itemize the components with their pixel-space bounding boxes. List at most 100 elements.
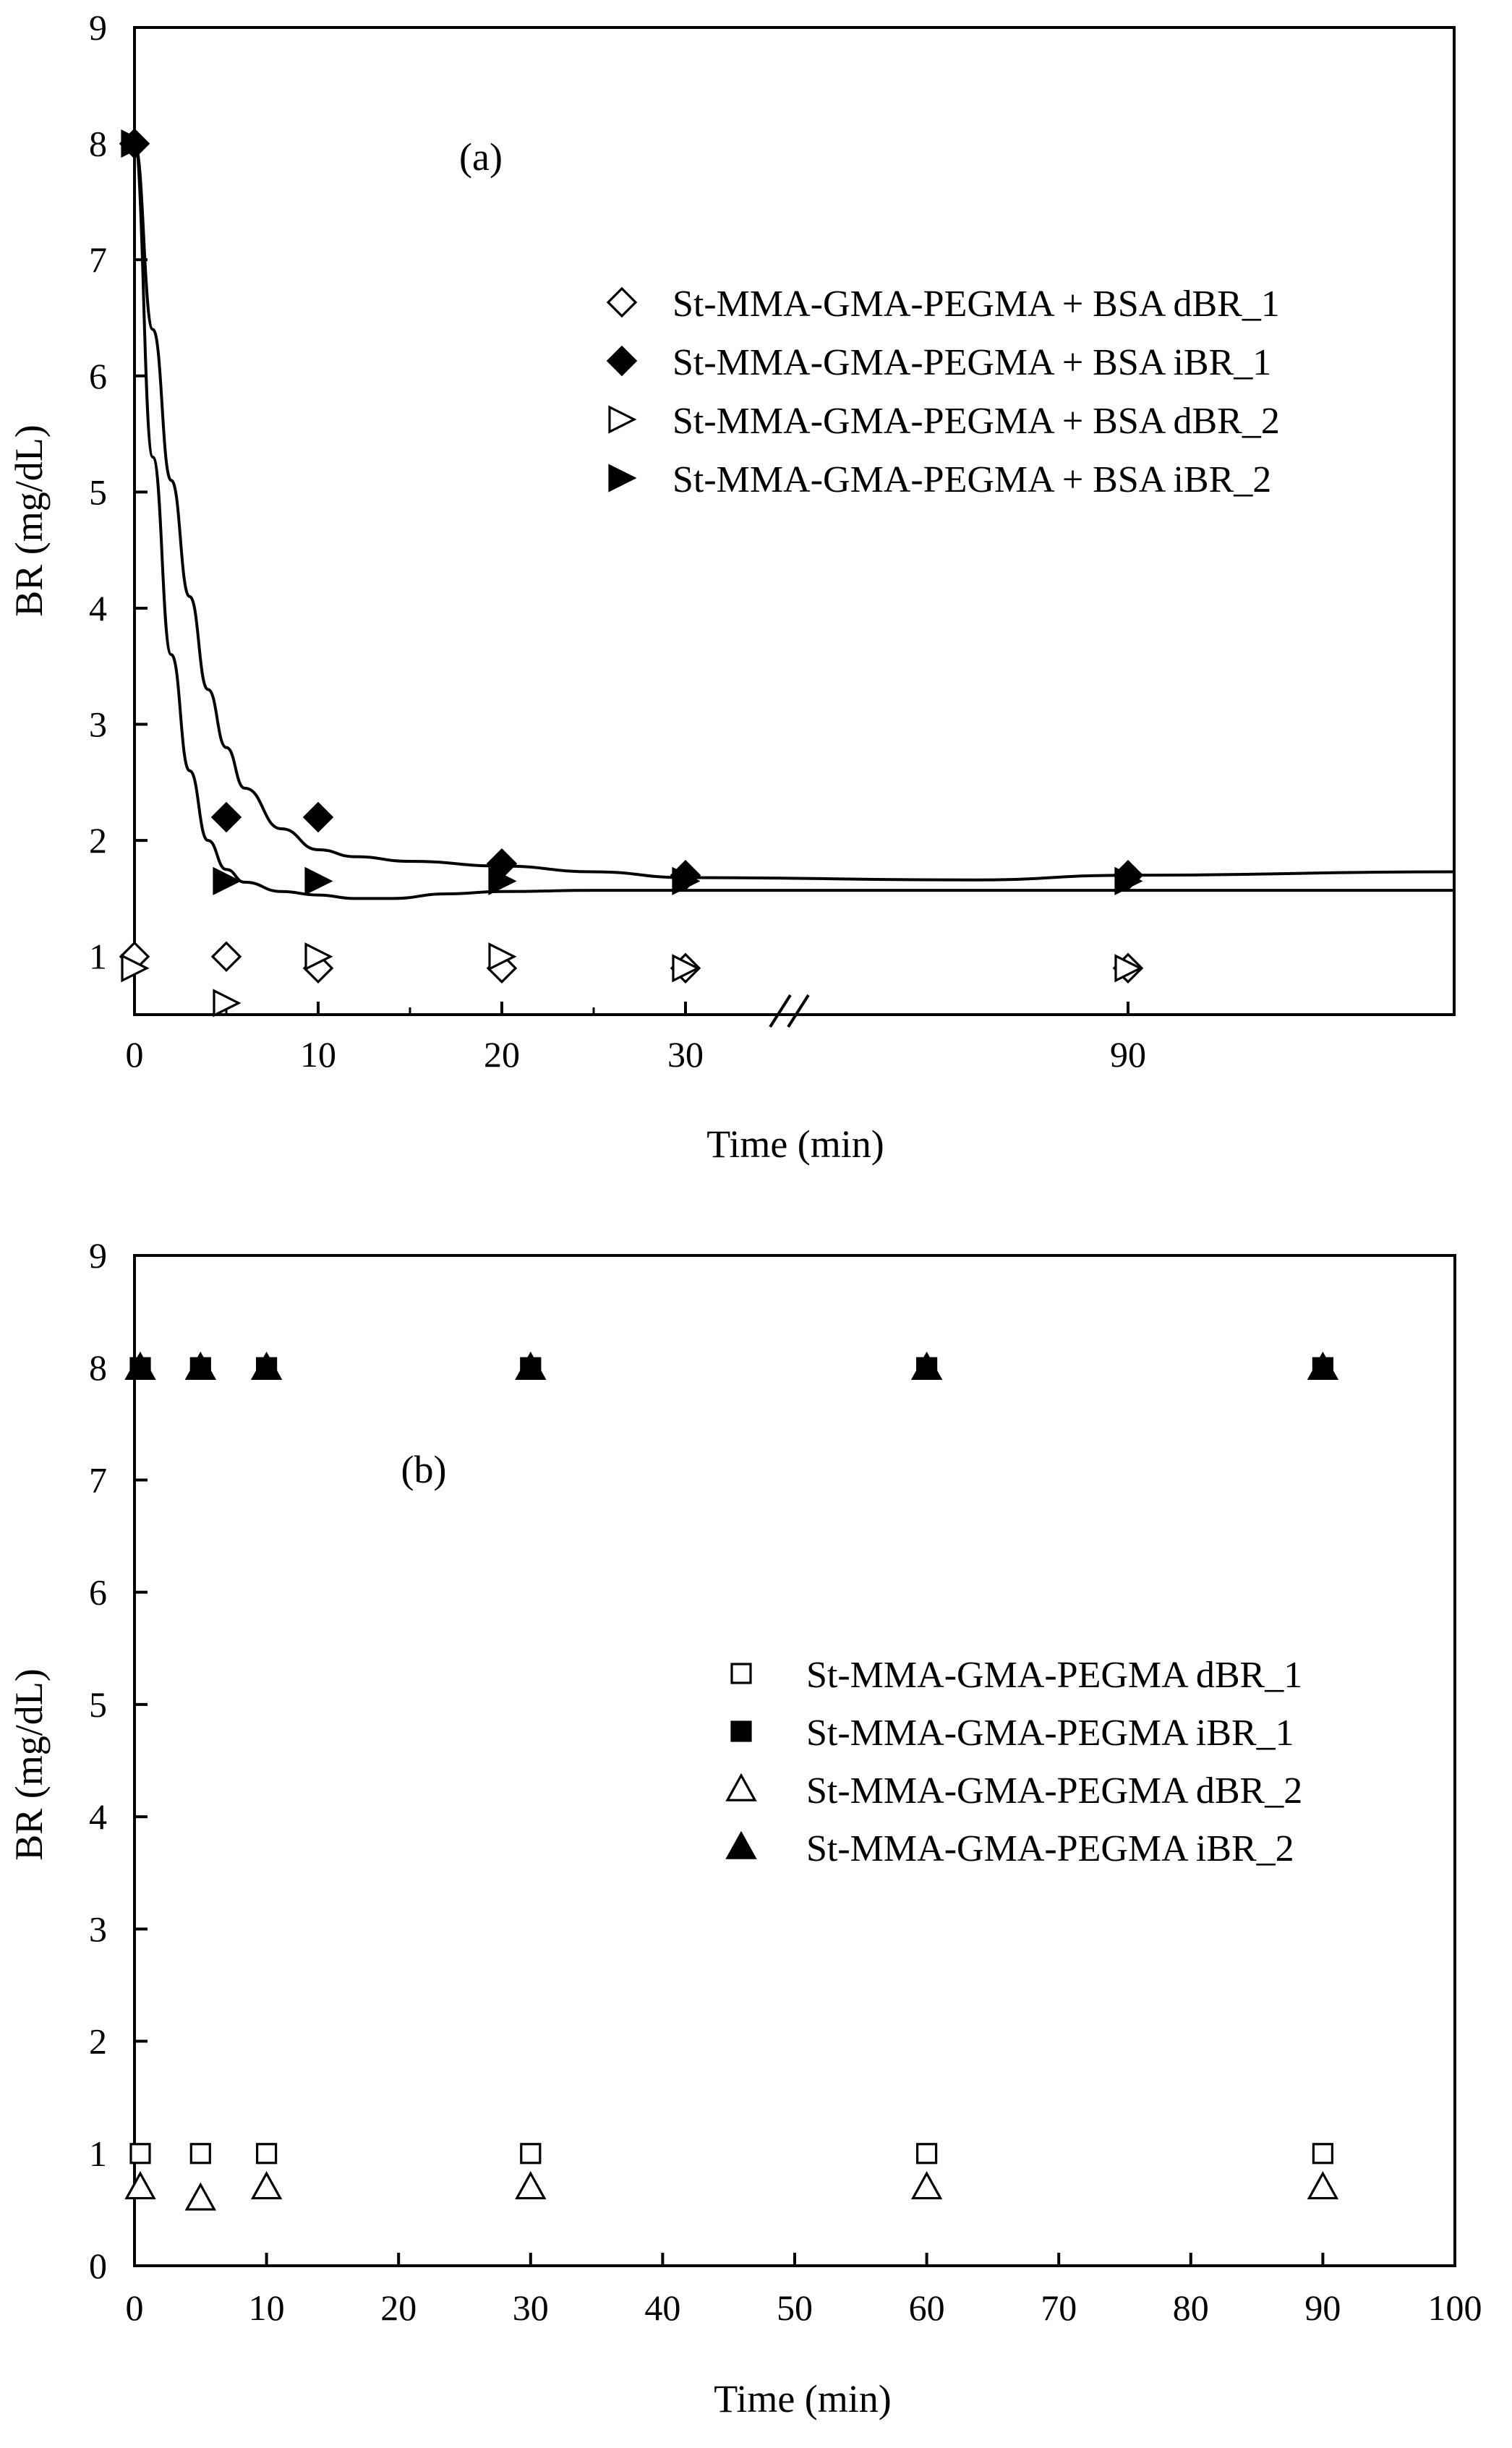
legend-marker-open-diamond [606,286,638,318]
data-point-open-triangle-up [515,2171,547,2200]
legend-a-label-1: St-MMA-GMA-PEGMA + BSA iBR_1 [672,342,1271,383]
legend-a-entry-3: St-MMA-GMA-PEGMA + BSA iBR_2 [608,459,1271,500]
panel-a-y-axis-title: BR (mg/dL) [7,425,51,617]
panel-b-x-axis-title: Time (min) [714,2377,892,2421]
y-tick-label: 5 [89,472,107,512]
legend-marker-filled-triangle-right [608,464,637,492]
data-point-filled-triangle-right [213,866,242,895]
panel-a-chart: 1 2 3 4 5 6 7 8 9 0 10 20 30 90 Time (min) BR (mg/dL… [7,7,1456,1166]
data-point-filled-triangle-right [1114,866,1143,895]
panel-b-label: (b) [401,1448,447,1491]
legend-marker-filled-square [730,1720,752,1742]
data-point-filled-triangle-up [124,1351,156,1381]
legend-b-entry-3: St-MMA-GMA-PEGMA iBR_2 [725,1828,1294,1869]
data-point-filled-triangle-up [250,1351,283,1381]
data-point-filled-triangle-up [515,1351,547,1381]
legend-marker-filled-triangle-up [725,1830,757,1859]
data-point-open-triangle-right [1114,954,1143,983]
data-point-open-triangle-right [672,954,701,983]
data-point-open-square [520,2143,542,2165]
data-point-open-triangle-up [1307,2171,1339,2200]
legend-marker-open-triangle-up [725,1773,757,1801]
panel-a-x-axis-title: Time (min) [706,1122,884,1166]
legend-marker-open-square [730,1663,752,1684]
data-point-open-triangle-up [184,2182,217,2211]
data-point-open-square [1312,2143,1334,2165]
panel-b-y-axis-title: BR (mg/dL) [7,1668,51,1861]
x-tick-label: 20 [484,1034,520,1075]
y-tick-label: 8 [89,124,107,164]
y-tick-label: 7 [89,239,107,280]
y-tick-label: 4 [89,588,107,628]
legend-a-label-3: St-MMA-GMA-PEGMA + BSA iBR_2 [672,459,1271,500]
legend-b-label-0: St-MMA-GMA-PEGMA dBR_1 [806,1655,1302,1696]
y-tick-label: 6 [89,356,107,396]
legend-b-label-3: St-MMA-GMA-PEGMA iBR_2 [806,1828,1294,1869]
x-tick-label: 60 [909,2287,945,2328]
data-point-filled-triangle-up [184,1351,217,1381]
legend-marker-filled-diamond [606,345,638,377]
data-point-filled-triangle-right [121,129,150,158]
panel-b-x-tick-labels: 0 10 20 30 40 50 60 70 80 90 100 [126,2287,1482,2328]
data-point-filled-triangle-right [304,866,333,895]
panel-b-y-tick-labels: 0 1 2 3 4 5 6 7 8 9 [89,1235,107,2286]
panel-b-chart: 0 1 2 3 4 5 6 7 8 9 0 10 20 30 40 50 60 70 80 90 100 Time (… [7,1235,1482,2421]
data-point-open-triangle-up [910,2171,943,2200]
x-tick-label: 90 [1110,1034,1146,1075]
data-point-open-square [915,2143,938,2165]
y-tick-label: 7 [89,1459,107,1500]
x-tick-label: 10 [249,2287,285,2328]
x-tick-label: 20 [380,2287,417,2328]
y-tick-label: 3 [89,1908,107,1949]
data-point-open-square [256,2143,278,2165]
panel-a-fit-curves [133,142,1454,900]
data-point-filled-triangle-up [910,1351,943,1381]
data-point-open-diamond [210,941,242,972]
legend-marker-open-triangle-right [608,405,637,434]
y-tick-label: 1 [89,2133,107,2174]
y-tick-label: 9 [89,1235,107,1276]
legend-marker-open-triangle-up [725,1773,757,1801]
data-point-open-triangle-right [213,989,242,1018]
y-tick-label: 9 [89,7,107,48]
x-tick-label: 0 [126,2287,144,2328]
panel-a-plot-frame [133,26,1456,1016]
x-tick-label: 100 [1428,2287,1482,2328]
legend-a-entry-1: St-MMA-GMA-PEGMA + BSA iBR_1 [606,342,1271,383]
fit-curve-2 [133,142,1453,900]
legend-b-label-1: St-MMA-GMA-PEGMA iBR_1 [806,1713,1294,1754]
panel-a-label: (a) [459,135,503,179]
y-tick-label: 4 [89,1796,107,1837]
y-tick-label: 5 [89,1684,107,1725]
legend-b-entry-2: St-MMA-GMA-PEGMA dBR_2 [725,1770,1302,1812]
x-tick-label: 10 [300,1034,336,1075]
panel-a-y-tick-labels: 1 2 3 4 5 6 7 8 9 [89,7,107,977]
panel-a-axis-ticks [133,26,1129,1015]
legend-b-label-2: St-MMA-GMA-PEGMA dBR_2 [806,1770,1302,1812]
panel-b-plot-frame [133,1254,1456,2267]
y-tick-label: 2 [89,820,107,861]
legend-a-label-0: St-MMA-GMA-PEGMA + BSA dBR_1 [672,283,1280,325]
data-point-open-square [189,2143,211,2165]
x-tick-label: 0 [126,1034,144,1075]
data-point-open-triangle-right [121,954,150,983]
data-point-filled-triangle-right [488,866,517,895]
data-point-filled-triangle-right [672,866,701,895]
y-tick-label: 8 [89,1347,107,1388]
x-tick-label: 30 [513,2287,549,2328]
x-tick-label: 30 [667,1034,704,1075]
data-point-open-triangle-up [250,2171,283,2200]
legend-b-entry-0: St-MMA-GMA-PEGMA dBR_1 [730,1655,1302,1696]
y-tick-label: 6 [89,1572,107,1613]
legend-marker-filled-diamond [606,345,638,377]
data-point-open-triangle-up [124,2171,156,2200]
axis-break-mark [769,994,792,1028]
legend-marker-filled-triangle-right [608,464,637,492]
data-point-filled-diamond [302,801,334,833]
panel-b-data-points [124,1351,1339,2211]
axis-break-mark [787,994,810,1028]
legend-a-entry-0: St-MMA-GMA-PEGMA + BSA dBR_1 [606,283,1280,325]
legend-marker-open-square [730,1663,752,1684]
data-point-filled-diamond [210,801,242,833]
fit-curve-1 [133,142,1454,882]
